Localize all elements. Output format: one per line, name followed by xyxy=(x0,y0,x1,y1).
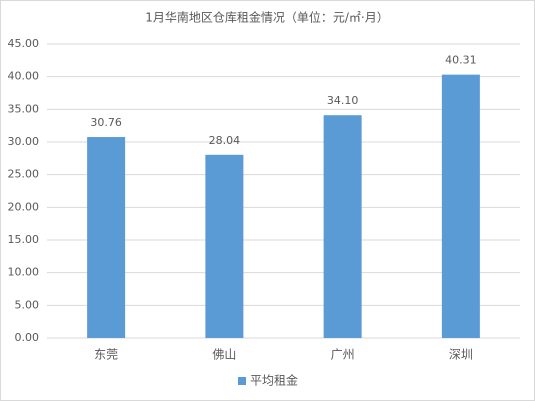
chart-title: 1月华南地区仓库租金情况（单位：元/㎡·月） xyxy=(145,10,389,25)
value-label: 40.31 xyxy=(445,54,477,67)
y-tick-label: 15.00 xyxy=(8,233,40,246)
bar xyxy=(87,137,126,338)
value-label: 34.10 xyxy=(327,94,359,107)
y-tick-label: 0.00 xyxy=(15,331,40,344)
y-tick-label: 20.00 xyxy=(8,200,40,213)
y-tick-label: 30.00 xyxy=(8,135,40,148)
y-tick-label: 10.00 xyxy=(8,266,40,279)
y-tick-label: 25.00 xyxy=(8,168,40,181)
bar xyxy=(441,74,480,339)
legend-label: 平均租金 xyxy=(250,373,298,388)
x-tick-label: 佛山 xyxy=(212,348,236,362)
y-tick-label: 45.00 xyxy=(8,37,40,50)
value-label: 28.04 xyxy=(209,134,241,147)
x-tick-label: 深圳 xyxy=(449,348,473,362)
legend-swatch xyxy=(238,377,246,385)
x-tick-label: 东莞 xyxy=(94,348,118,362)
bar xyxy=(205,154,244,338)
y-tick-label: 5.00 xyxy=(15,298,40,311)
value-label: 30.76 xyxy=(90,116,122,129)
y-tick-label: 40.00 xyxy=(8,70,40,83)
bar xyxy=(323,115,362,338)
y-tick-label: 35.00 xyxy=(8,102,40,115)
x-tick-label: 广州 xyxy=(331,348,355,362)
